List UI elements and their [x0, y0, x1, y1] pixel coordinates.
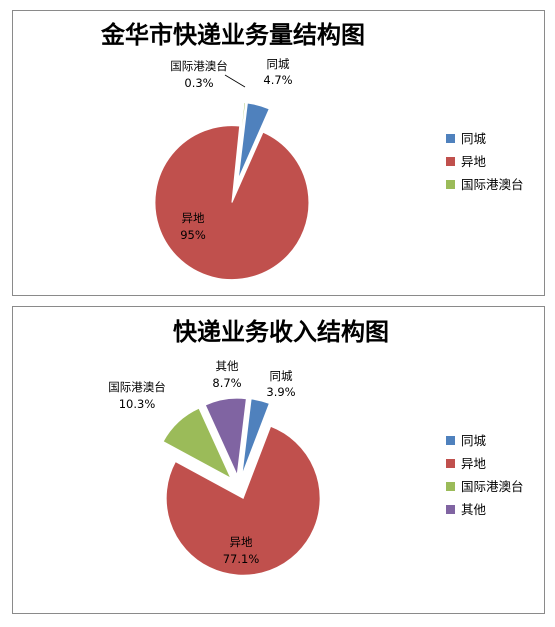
pie-slice-2: [165, 425, 321, 576]
pie-revenue: [162, 397, 321, 576]
legend-entry: 异地: [461, 456, 487, 471]
legend-swatch: [446, 436, 455, 445]
legend-entry: 同城: [461, 433, 487, 448]
slice-label: 国际港澳台: [170, 59, 228, 73]
chart-title: 快递业务收入结构图: [173, 318, 389, 346]
slice-label: 其他: [216, 359, 239, 373]
slice-label: 国际港澳台: [108, 380, 166, 394]
legend-swatch: [446, 157, 455, 166]
chart-panel-revenue: 快递业务收入结构图同城 3.9% 异地 77.1% 国际港澳台 10.3% 其他 8.7% 同城…: [12, 306, 545, 614]
leader-line: [224, 74, 246, 88]
pie-slice-3: [235, 101, 247, 180]
pie-slice-2: [154, 125, 310, 281]
legend-swatch: [446, 180, 455, 189]
legend-entry: 异地: [461, 154, 487, 169]
slice-label: 异地: [182, 211, 205, 225]
legend-swatch: [446, 459, 455, 468]
slice-value-label: 10.3%: [119, 397, 156, 411]
pie-slice-1: [241, 398, 271, 476]
legend-entry: 同城: [461, 131, 487, 146]
pie-slice-4: [204, 397, 247, 477]
slice-label: 异地: [230, 535, 253, 549]
legend-swatch: [446, 482, 455, 491]
legend-entry: 其他: [461, 502, 487, 517]
slice-label: 同城: [267, 57, 290, 71]
legend-entry: 国际港澳台: [461, 479, 524, 494]
slice-value-label: 8.7%: [212, 376, 241, 390]
slice-value-label: 4.7%: [263, 73, 292, 87]
slice-label: 同城: [270, 369, 293, 383]
legend-entry: 国际港澳台: [461, 177, 524, 192]
pie-slice-1: [237, 102, 270, 180]
pie-slice-3: [162, 407, 232, 480]
chart-title: 金华市快递业务量结构图: [100, 21, 365, 49]
slice-value-label: 0.3%: [184, 76, 213, 90]
legend-swatch: [446, 134, 455, 143]
slice-value-label: 95%: [180, 228, 206, 242]
slice-value-label: 3.9%: [266, 385, 295, 399]
legend-swatch: [446, 505, 455, 514]
slice-value-label: 77.1%: [223, 552, 260, 566]
pie-volume: [154, 101, 310, 281]
chart-panel-volume: 金华市快递业务量结构图 同城 4.7% 异地 95% 国际港澳台 0.3% 同城 异地 国际港澳台: [12, 10, 545, 296]
